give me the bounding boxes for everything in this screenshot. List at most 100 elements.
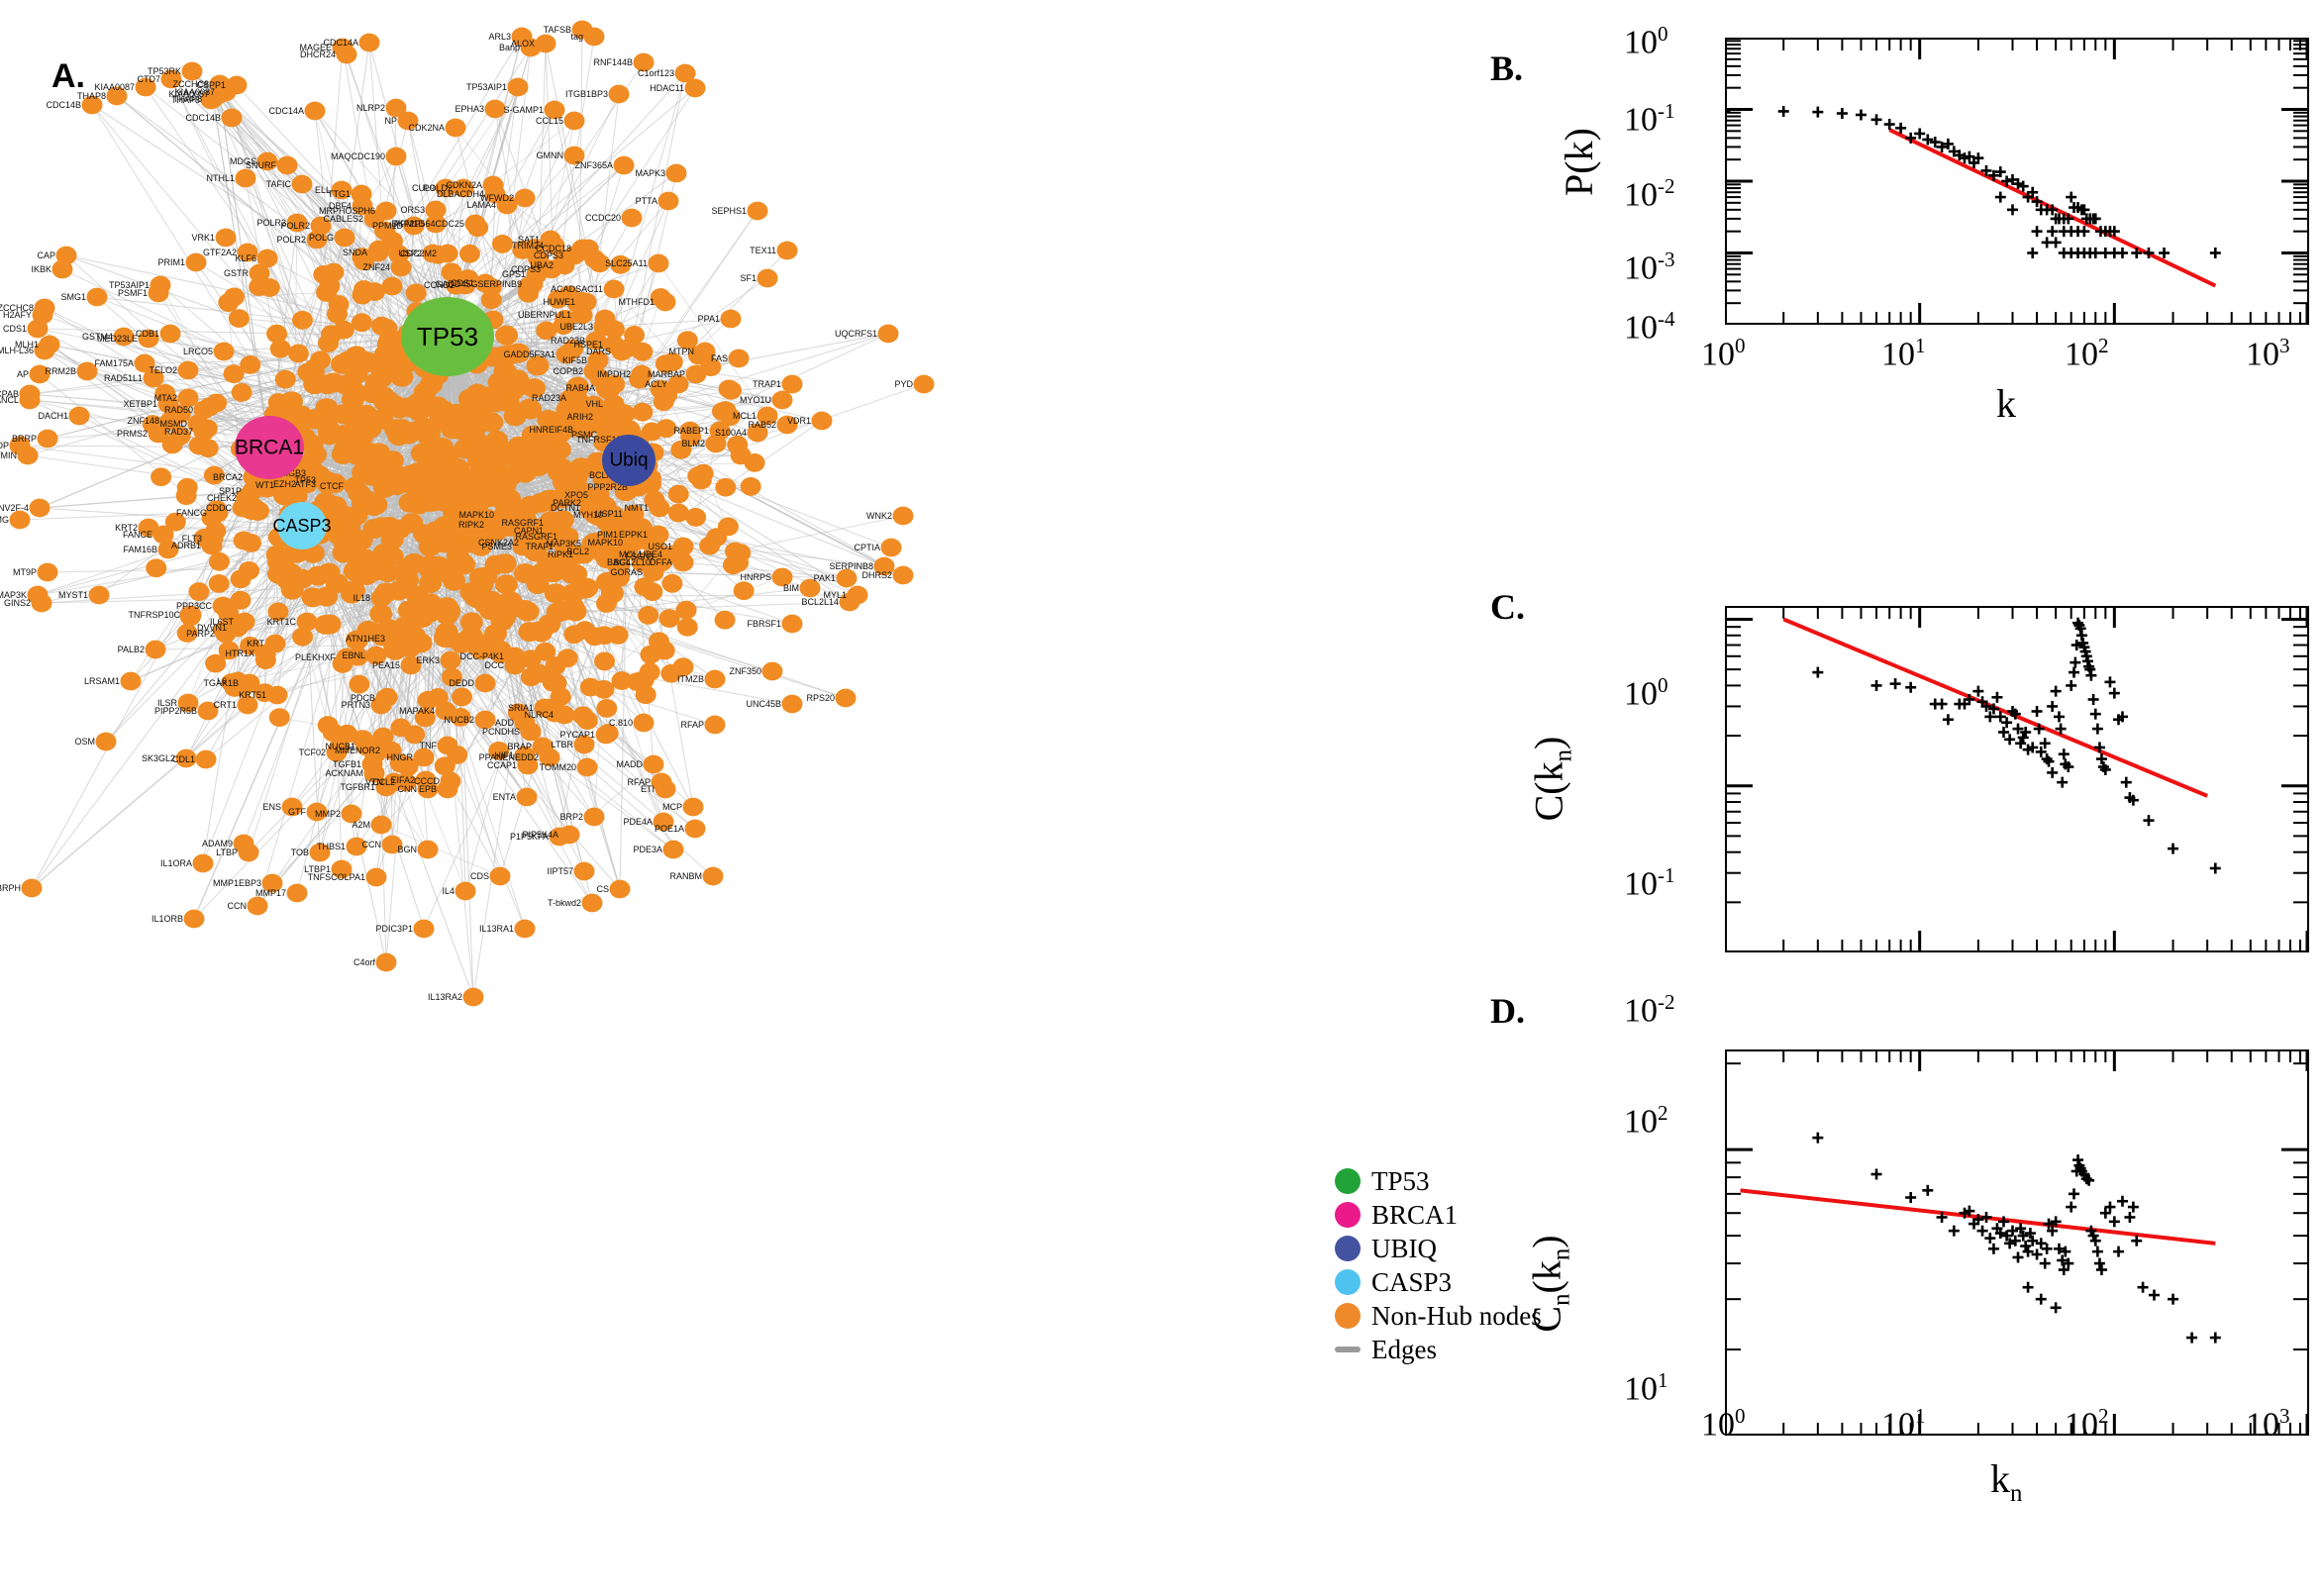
network-node[interactable]	[318, 614, 342, 635]
network-node[interactable]	[218, 293, 240, 312]
network-node[interactable]	[715, 401, 737, 420]
network-node[interactable]	[228, 309, 250, 328]
network-node[interactable]	[176, 624, 198, 643]
network-node[interactable]	[180, 605, 202, 625]
network-node[interactable]	[873, 556, 895, 576]
network-node[interactable]	[286, 883, 308, 903]
network-node[interactable]	[892, 506, 914, 526]
network-node[interactable]	[483, 470, 507, 491]
network-node[interactable]	[593, 317, 615, 337]
network-node[interactable]	[621, 208, 643, 228]
network-node[interactable]	[381, 835, 403, 854]
network-node[interactable]	[608, 84, 630, 104]
network-node[interactable]	[451, 687, 472, 707]
network-node[interactable]	[667, 374, 689, 394]
network-node[interactable]	[470, 570, 494, 591]
network-node[interactable]	[296, 612, 318, 632]
network-node[interactable]	[237, 488, 258, 508]
network-node[interactable]	[363, 560, 387, 581]
network-node[interactable]	[417, 779, 439, 799]
network-node[interactable]	[240, 636, 261, 655]
network-node[interactable]	[381, 276, 403, 296]
network-node[interactable]	[655, 292, 676, 312]
network-node[interactable]	[135, 77, 156, 97]
network-node[interactable]	[684, 78, 706, 98]
network-node[interactable]	[208, 573, 230, 593]
network-node[interactable]	[317, 716, 339, 735]
network-node[interactable]	[21, 878, 43, 898]
network-node[interactable]	[352, 196, 373, 216]
network-node[interactable]	[291, 174, 313, 194]
network-node[interactable]	[400, 655, 422, 675]
network-node[interactable]	[580, 457, 604, 478]
network-node[interactable]	[207, 503, 229, 523]
network-node[interactable]	[593, 626, 615, 646]
network-node[interactable]	[197, 439, 219, 458]
network-node[interactable]	[175, 748, 197, 768]
network-node[interactable]	[368, 356, 392, 377]
network-node[interactable]	[520, 722, 542, 742]
network-node[interactable]	[545, 656, 566, 675]
network-node[interactable]	[540, 491, 563, 512]
network-node[interactable]	[310, 350, 332, 370]
network-node[interactable]	[658, 609, 680, 628]
network-node[interactable]	[702, 866, 724, 886]
network-node[interactable]	[215, 82, 237, 102]
network-node[interactable]	[682, 797, 704, 817]
network-node[interactable]	[585, 331, 607, 350]
network-node[interactable]	[9, 436, 31, 455]
network-node[interactable]	[203, 465, 225, 485]
network-node[interactable]	[331, 180, 353, 200]
network-node[interactable]	[372, 543, 396, 563]
network-node[interactable]	[205, 653, 227, 673]
network-node[interactable]	[648, 253, 669, 273]
network-node[interactable]	[544, 513, 565, 533]
network-node[interactable]	[145, 640, 166, 659]
network-node[interactable]	[657, 191, 679, 211]
network-node[interactable]	[413, 748, 435, 767]
network-node[interactable]	[159, 411, 181, 431]
network-node[interactable]	[728, 349, 750, 368]
network-node[interactable]	[337, 350, 360, 371]
network-node[interactable]	[597, 425, 619, 445]
network-node[interactable]	[390, 718, 412, 738]
network-node[interactable]	[643, 754, 664, 774]
network-node[interactable]	[195, 749, 217, 769]
network-node[interactable]	[237, 243, 258, 262]
network-node[interactable]	[306, 802, 328, 822]
network-node[interactable]	[160, 69, 182, 89]
network-node[interactable]	[138, 329, 159, 349]
network-node[interactable]	[281, 797, 303, 817]
network-node[interactable]	[595, 378, 617, 398]
network-node[interactable]	[489, 866, 511, 886]
network-node[interactable]	[685, 364, 707, 384]
network-node[interactable]	[771, 390, 793, 410]
network-node[interactable]	[596, 699, 618, 718]
network-node[interactable]	[359, 621, 383, 642]
network-node[interactable]	[405, 283, 427, 303]
network-node[interactable]	[355, 737, 377, 756]
network-node[interactable]	[291, 408, 315, 429]
network-node[interactable]	[375, 688, 397, 708]
network-node[interactable]	[234, 612, 255, 632]
network-node[interactable]	[494, 601, 518, 622]
network-node[interactable]	[687, 466, 709, 486]
network-node[interactable]	[674, 63, 696, 83]
network-node[interactable]	[256, 151, 278, 171]
network-node[interactable]	[524, 239, 546, 257]
network-node[interactable]	[218, 641, 240, 660]
network-node[interactable]	[563, 111, 585, 131]
network-node[interactable]	[518, 622, 542, 643]
network-node[interactable]	[744, 452, 765, 472]
network-node[interactable]	[757, 268, 778, 288]
network-node[interactable]	[583, 361, 605, 381]
network-node[interactable]	[396, 424, 420, 445]
network-nodes[interactable]: CDC14BTHAP8KIAA0087CTD7TP53RKMAGEEDHCR24…	[0, 20, 935, 1007]
network-node[interactable]	[398, 492, 422, 513]
network-node[interactable]	[581, 534, 603, 553]
network-node[interactable]	[566, 388, 588, 408]
network-node[interactable]	[633, 52, 655, 72]
network-node[interactable]	[740, 477, 761, 496]
network-node[interactable]	[474, 673, 496, 693]
network-node[interactable]	[266, 324, 288, 344]
